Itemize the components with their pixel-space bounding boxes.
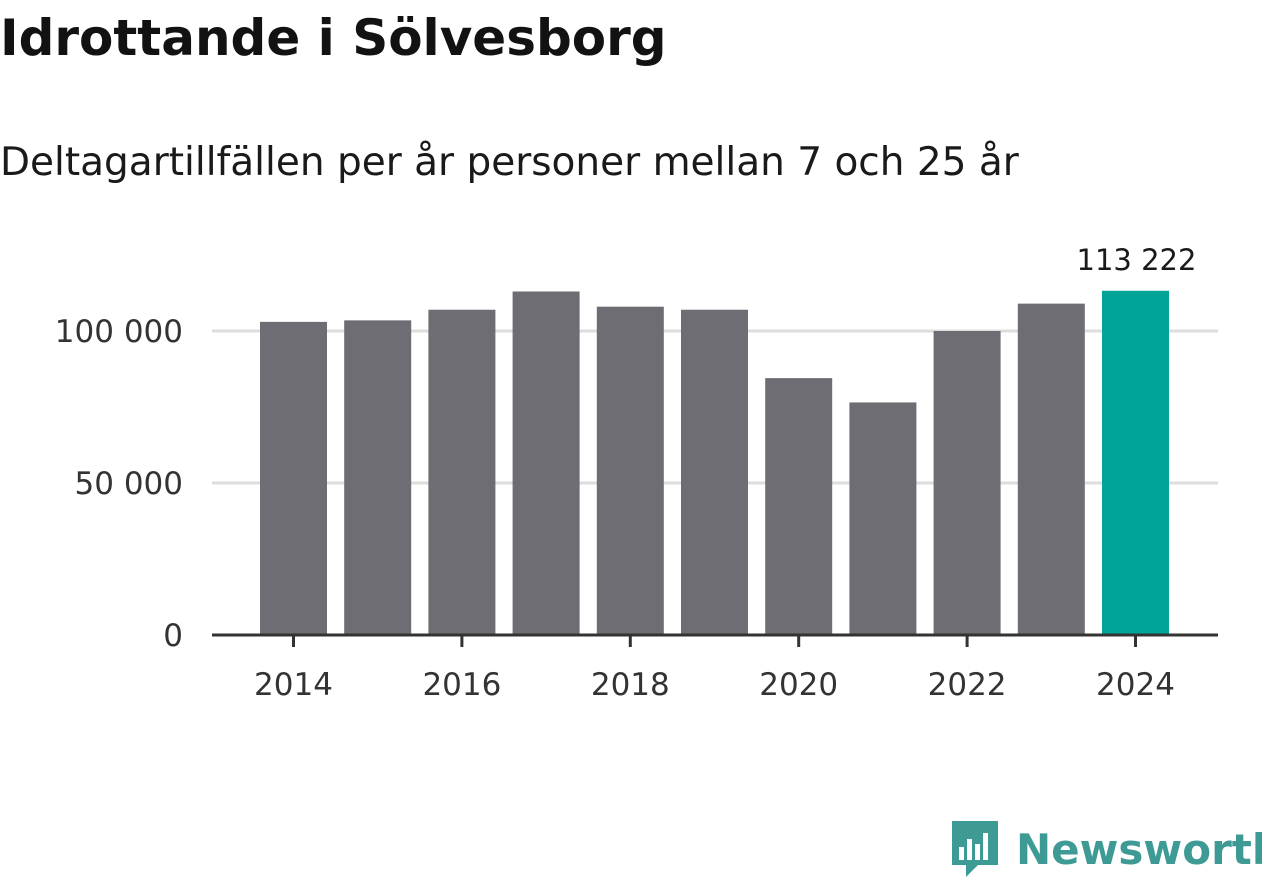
bar — [933, 331, 1001, 635]
y-tick-label: 100 000 — [55, 314, 183, 350]
x-tick-label: 2016 — [422, 667, 501, 703]
chart-subtitle: Deltagartillfällen per år personer mella… — [0, 140, 1019, 185]
chart-title: Idrottande i Sölvesborg — [0, 9, 667, 67]
brand-logo: Newsworthy — [950, 818, 1262, 880]
bar — [681, 309, 748, 635]
x-tick-label: 2018 — [591, 667, 670, 703]
bar — [344, 320, 412, 635]
y-tick-label: 0 — [163, 618, 183, 654]
bar — [512, 291, 580, 635]
brand-name: Newsworthy — [1016, 824, 1262, 874]
bar-highlight — [1102, 290, 1169, 635]
bar — [849, 402, 917, 635]
bar — [260, 321, 327, 635]
bar-chart-flag-icon — [952, 821, 998, 877]
y-tick-label: 50 000 — [75, 466, 183, 502]
x-tick-label: 2020 — [759, 667, 838, 703]
x-tick-label: 2022 — [928, 667, 1007, 703]
bar — [1017, 303, 1085, 635]
x-tick-label: 2014 — [254, 667, 333, 703]
bar — [596, 306, 664, 635]
data-label: 113 222 — [1077, 243, 1197, 277]
bar — [428, 309, 496, 635]
bar — [765, 378, 833, 635]
x-tick-label: 2024 — [1096, 667, 1175, 703]
